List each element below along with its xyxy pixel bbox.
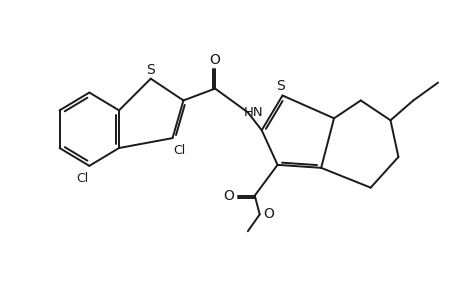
Text: O: O bbox=[223, 189, 234, 202]
Text: HN: HN bbox=[243, 106, 263, 119]
Text: S: S bbox=[275, 79, 284, 93]
Text: Cl: Cl bbox=[173, 145, 185, 158]
Text: O: O bbox=[263, 207, 274, 221]
Text: S: S bbox=[146, 63, 155, 77]
Text: O: O bbox=[209, 53, 220, 67]
Text: Cl: Cl bbox=[76, 172, 88, 185]
